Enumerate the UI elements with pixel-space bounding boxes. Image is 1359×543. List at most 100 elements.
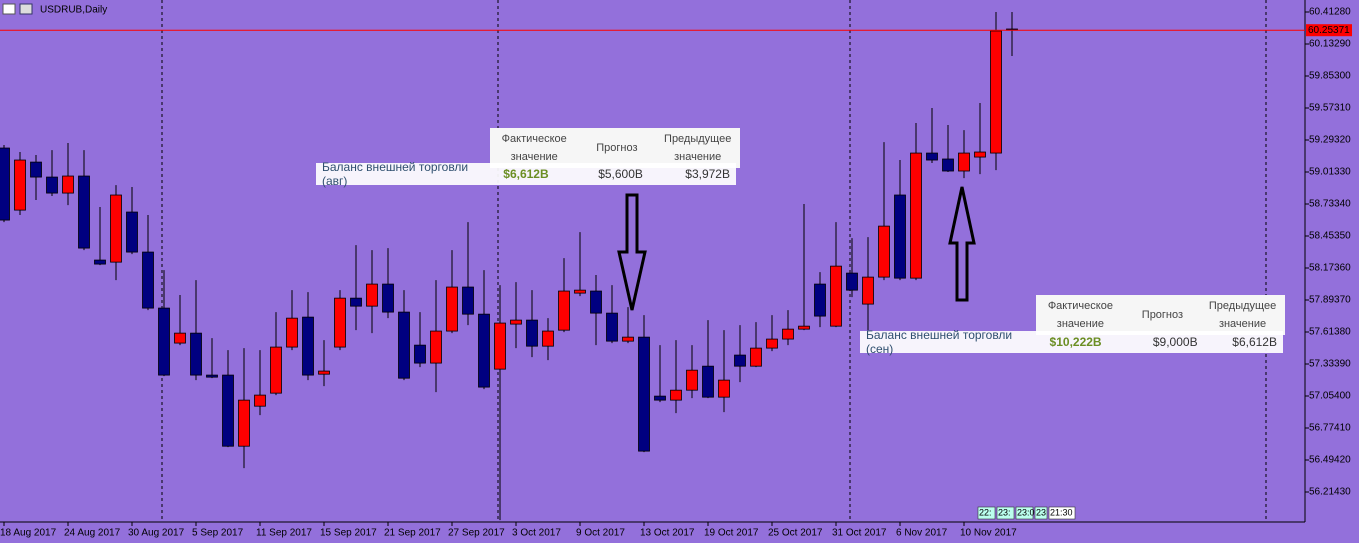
time-marker: 21:30 <box>1050 507 1073 517</box>
candle-body <box>30 161 42 178</box>
y-tick-label: 58.17360 <box>1309 263 1351 274</box>
annotation-header: Фактическое значение Прогноз Предыдущее … <box>1036 295 1285 335</box>
candle-body <box>478 313 490 388</box>
candle-body <box>654 395 666 401</box>
y-tick-label: 56.77410 <box>1309 423 1351 434</box>
current-price-box <box>1306 24 1352 37</box>
candle-body <box>590 290 602 314</box>
y-tick-label: 57.33390 <box>1309 359 1351 370</box>
time-marker: 23: <box>998 507 1011 517</box>
candle-body <box>14 159 26 211</box>
y-tick-label: 56.21430 <box>1309 487 1351 498</box>
candle-body <box>302 316 314 376</box>
y-tick-label: 59.57310 <box>1309 103 1351 114</box>
separators <box>161 0 1267 522</box>
header: Фактическое значение <box>501 133 567 163</box>
header-row: Фактическое значение Прогноз Предыдущее … <box>1036 295 1285 335</box>
candle-body <box>926 152 938 161</box>
header: Предыдущее значение <box>664 133 732 163</box>
header: Предыдущее значение <box>1208 300 1277 330</box>
x-tick-label: 15 Sep 2017 <box>320 528 377 539</box>
candle-body <box>798 325 810 330</box>
x-tick-label: 9 Oct 2017 <box>576 528 625 539</box>
candle-body <box>622 336 634 342</box>
time-marker: 23:0 <box>1017 507 1035 517</box>
arrow-up <box>948 186 976 302</box>
candle-body <box>814 283 826 317</box>
candle-body <box>142 251 154 309</box>
candle-body <box>78 175 90 249</box>
candle-body <box>830 265 842 327</box>
y-tick-label: 56.49420 <box>1309 455 1351 466</box>
x-tick-label: 5 Sep 2017 <box>192 528 244 539</box>
y-tick-label: 60.41280 <box>1309 7 1351 18</box>
time-marker-box <box>996 506 1015 520</box>
candle-body <box>862 276 874 305</box>
x-tick-label: 11 Sep 2017 <box>256 528 312 539</box>
candle-body <box>670 389 682 401</box>
candle-body <box>910 152 922 279</box>
y-tick-label: 60.13290 <box>1309 39 1351 50</box>
candle-body <box>366 283 378 307</box>
previous: $3,972B <box>685 167 730 181</box>
forecast: $5,600B <box>598 167 643 181</box>
candle-body <box>174 332 186 344</box>
x-tick-label: 19 Oct 2017 <box>704 528 759 539</box>
header-row: Фактическое значение Прогноз Предыдущее … <box>490 128 740 168</box>
candle-body <box>62 175 74 194</box>
candle-body <box>558 290 570 331</box>
candle-body <box>942 158 954 172</box>
time-markers: 22: 23: 23:0 23 21:30 <box>977 506 1076 520</box>
candle-body <box>974 151 986 158</box>
candle-body <box>318 370 330 375</box>
candle-body <box>526 319 538 347</box>
x-tick-label: 3 Oct 2017 <box>512 528 561 539</box>
candle-body <box>958 152 970 172</box>
candle-body <box>94 259 106 265</box>
candle-body <box>126 211 138 253</box>
candle-body <box>494 322 506 370</box>
icon <box>19 3 33 15</box>
actual: $10,222B <box>1049 335 1102 349</box>
candle-body <box>206 374 218 378</box>
candle-body <box>430 330 442 364</box>
candle-body <box>222 374 234 447</box>
time-marker-box <box>1015 506 1034 520</box>
candle-body <box>398 311 410 379</box>
x-tick-label: 10 Nov 2017 <box>960 528 1017 539</box>
x-tick-label: 31 Oct 2017 <box>832 528 887 539</box>
y-tick-label: 58.45350 <box>1309 231 1351 242</box>
annotation-header: Фактическое значение Прогноз Предыдущее … <box>490 128 740 168</box>
candle-body <box>734 354 746 367</box>
y-tick-label: 58.73340 <box>1309 199 1351 210</box>
row: Баланс внешней торговли (авг) $6,612B $5… <box>316 160 736 188</box>
y-tick-label: 57.89370 <box>1309 295 1351 306</box>
y-tick-label: 57.05400 <box>1309 391 1351 402</box>
row: Баланс внешней торговли (сен) $10,222B $… <box>860 328 1283 356</box>
previous: $6,612B <box>1232 335 1277 349</box>
y-tick-label: 59.29320 <box>1309 135 1351 146</box>
candle-body <box>382 283 394 313</box>
candle-body <box>606 312 618 342</box>
candle-body <box>574 289 586 294</box>
candle-body <box>750 347 762 367</box>
candle-body <box>446 286 458 332</box>
candle-body <box>190 332 202 376</box>
current-price-label: 60.25371 <box>1308 25 1350 36</box>
candle-body <box>158 307 170 376</box>
x-tick-label: 24 Aug 2017 <box>64 528 121 539</box>
candle-body <box>270 346 282 394</box>
time-marker-box <box>1034 506 1048 520</box>
forecast: $9,000B <box>1152 335 1198 349</box>
candle-body <box>878 225 890 278</box>
candle-body <box>894 194 906 279</box>
candle-body <box>238 399 250 447</box>
time-marker-box <box>1048 506 1076 520</box>
x-tick-label: 25 Oct 2017 <box>768 528 823 539</box>
x-tick-label: 27 Sep 2017 <box>448 528 505 539</box>
candle-body <box>638 336 650 452</box>
candle-body <box>990 30 1002 154</box>
x-tick-label: 18 Aug 2017 <box>0 528 57 539</box>
time-marker-box <box>977 506 996 520</box>
